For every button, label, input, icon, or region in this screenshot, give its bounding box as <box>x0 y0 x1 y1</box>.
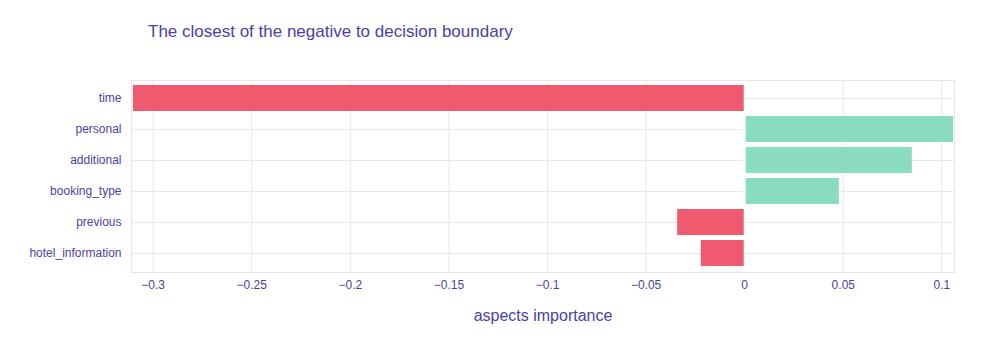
svg-text:−0.25: −0.25 <box>237 278 268 292</box>
svg-text:additional: additional <box>70 153 121 167</box>
svg-text:booking_type: booking_type <box>50 184 122 198</box>
svg-text:aspects importance: aspects importance <box>474 307 613 324</box>
svg-text:−0.2: −0.2 <box>339 278 363 292</box>
svg-text:−0.3: −0.3 <box>141 278 165 292</box>
svg-text:0.1: 0.1 <box>934 278 951 292</box>
svg-text:time: time <box>99 91 122 105</box>
svg-text:0: 0 <box>741 278 748 292</box>
svg-text:hotel_information: hotel_information <box>29 246 121 260</box>
svg-text:personal: personal <box>75 122 121 136</box>
svg-text:−0.15: −0.15 <box>434 278 465 292</box>
svg-text:−0.05: −0.05 <box>631 278 662 292</box>
svg-text:previous: previous <box>76 215 121 229</box>
html-text:The closest of the negative to: The closest of the negative to decision … <box>148 22 513 41</box>
svg-text:−0.1: −0.1 <box>536 278 560 292</box>
svg-text:0.05: 0.05 <box>832 278 856 292</box>
